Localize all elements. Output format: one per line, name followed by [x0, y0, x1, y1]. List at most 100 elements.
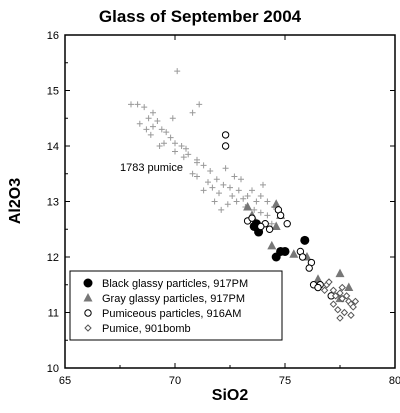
data-point [229, 192, 236, 199]
data-point [205, 179, 211, 186]
x-tick-label: 80 [389, 375, 400, 387]
data-point [231, 173, 238, 180]
data-point [257, 209, 264, 216]
data-point [222, 165, 229, 172]
data-point [213, 176, 220, 183]
data-point [180, 154, 187, 161]
data-point [143, 126, 150, 133]
data-point [158, 126, 165, 133]
data-point [189, 170, 196, 177]
data-point [289, 249, 299, 258]
y-tick-label: 15 [47, 86, 59, 98]
x-tick-label: 70 [169, 375, 181, 387]
data-point [207, 167, 214, 174]
data-point [211, 198, 218, 205]
data-point [329, 300, 338, 308]
data-point [251, 206, 258, 213]
data-point [340, 308, 349, 317]
data-point [178, 143, 185, 149]
data-point [145, 115, 152, 122]
data-point [300, 235, 310, 245]
data-point [331, 292, 340, 300]
data-point [342, 292, 351, 300]
data-point [347, 311, 355, 319]
legend-marker [83, 278, 93, 288]
data-point [154, 118, 161, 125]
data-point [268, 220, 275, 227]
data-point [161, 140, 167, 147]
y-tick-label: 14 [47, 141, 59, 153]
data-point [243, 202, 253, 211]
data-point [156, 143, 163, 149]
data-point [238, 176, 244, 183]
axis-ticks: 65 70 75 80 10 11 12 13 14 15 16 [47, 30, 400, 387]
y-tick-label: 13 [47, 197, 59, 209]
data-point [200, 162, 207, 169]
x-axis-label: SiO2 [212, 387, 249, 404]
y-tick-label: 10 [47, 363, 59, 375]
data-point [194, 173, 200, 180]
data-point [150, 123, 156, 130]
data-point [244, 192, 251, 199]
legend-entry: Pumice, 901bomb [102, 323, 191, 335]
y-axis-label: Al2O3 [7, 178, 24, 224]
data-points [128, 68, 360, 322]
data-point [218, 206, 225, 213]
annotation-1783-pumice: 1783 pumice [120, 162, 183, 174]
data-point [305, 264, 313, 272]
data-point [313, 274, 323, 283]
data-point [334, 306, 342, 314]
data-point [169, 115, 176, 122]
data-point [150, 109, 156, 116]
data-point [220, 181, 227, 188]
chart-title: Glass of September 2004 [99, 7, 302, 26]
data-point [209, 184, 216, 191]
data-point [253, 198, 260, 205]
series-3 [221, 131, 335, 300]
data-point [325, 278, 333, 286]
data-point [351, 297, 360, 306]
data-point [194, 159, 200, 166]
data-point [257, 222, 265, 231]
data-point [276, 211, 285, 220]
legend-entry: Black glassy particles, 917PM [102, 278, 248, 290]
data-point [320, 286, 329, 295]
legend-marker [84, 324, 92, 332]
data-point [172, 140, 178, 147]
data-point [185, 151, 192, 158]
y-tick-label: 12 [47, 252, 59, 264]
data-point [235, 187, 242, 194]
data-point [196, 101, 203, 108]
data-point [298, 253, 307, 261]
data-point [338, 294, 346, 303]
data-point [267, 240, 277, 250]
data-point [233, 198, 240, 205]
data-point [280, 246, 290, 256]
legend-entry: Gray glassy particles, 917PM [102, 293, 245, 305]
data-point [167, 134, 174, 141]
x-tick-label: 75 [279, 375, 291, 387]
data-point [224, 201, 231, 208]
data-point [264, 212, 271, 219]
data-point [344, 282, 354, 292]
y-tick-label: 11 [48, 308, 59, 320]
data-point [283, 220, 291, 228]
data-point [271, 221, 281, 230]
data-point [335, 268, 345, 278]
data-point [227, 184, 233, 191]
data-point [174, 68, 181, 75]
data-point [338, 283, 346, 292]
series-1 [249, 219, 310, 262]
data-point [264, 198, 271, 205]
y-tick-label: 16 [47, 30, 59, 42]
data-point [329, 286, 338, 295]
series-0 [128, 68, 277, 227]
data-point [147, 131, 154, 138]
data-point [189, 109, 196, 116]
legend-entry: Pumiceous particles, 916AM [102, 308, 241, 320]
data-point [257, 192, 264, 199]
data-point [141, 104, 148, 111]
data-point [314, 283, 322, 292]
data-point [183, 145, 189, 152]
data-point [216, 190, 222, 197]
